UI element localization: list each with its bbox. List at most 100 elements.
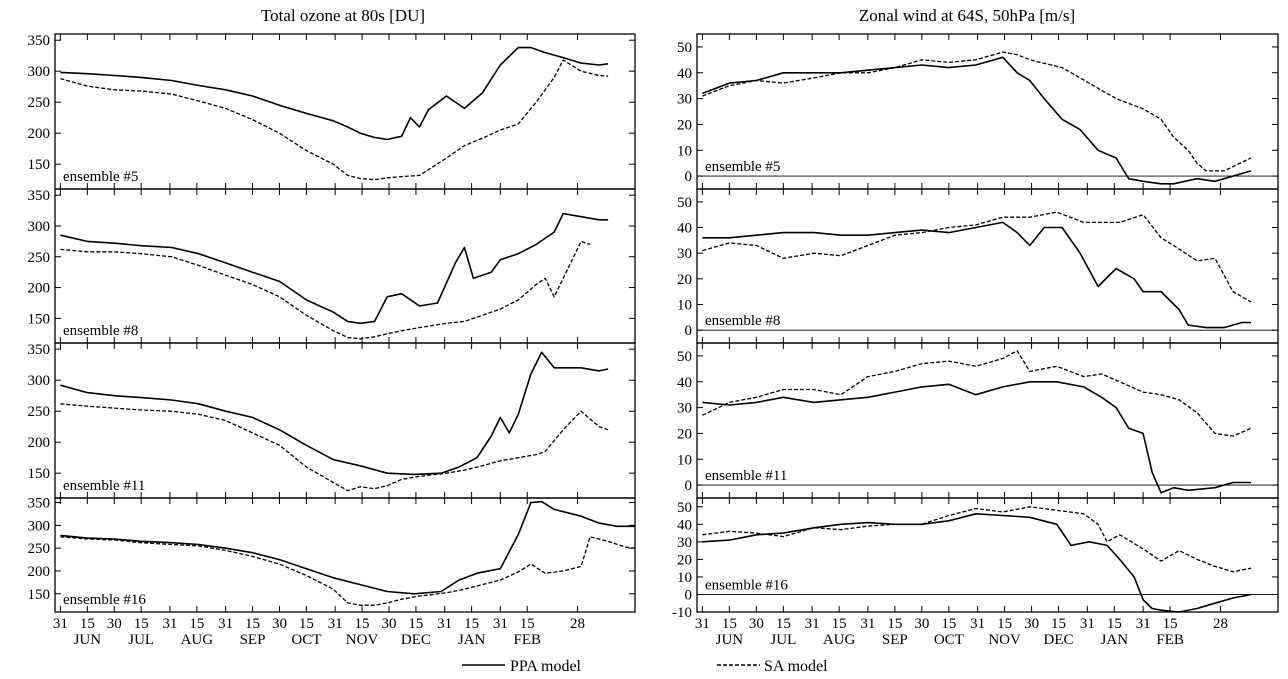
- x-month-label: FEB: [514, 632, 542, 648]
- x-month-label: OCT: [934, 632, 964, 648]
- legend: PPA model SA model: [462, 658, 828, 675]
- left-panel-title: Total ozone at 80s [DU]: [261, 6, 425, 25]
- sa-model-line: [60, 59, 609, 181]
- y-tick-label: 0: [685, 478, 693, 494]
- y-tick-label: 10: [677, 143, 692, 159]
- x-day-label: 15: [245, 616, 260, 632]
- legend-ppa-label: PPA model: [510, 658, 582, 675]
- y-tick-label: 50: [677, 500, 692, 516]
- ensemble-label: ensemble #16: [705, 577, 788, 593]
- x-month-label: AUG: [823, 632, 856, 648]
- x-day-label: 15: [997, 616, 1012, 632]
- x-day-label: 15: [776, 616, 791, 632]
- panel-0-2: 150 200 250 300 350 ensemble #11: [28, 342, 636, 499]
- x-day-label: 15: [941, 616, 956, 632]
- y-tick-label: 20: [677, 272, 692, 288]
- x-day-label: 15: [134, 616, 149, 632]
- panel-frame: [54, 342, 636, 499]
- ppa-model-line: [702, 380, 1251, 494]
- x-month-label: JAN: [458, 632, 486, 648]
- ppa-model-line: [60, 212, 609, 325]
- y-tick-label: 10: [677, 452, 692, 468]
- y-tick-label: 30: [677, 92, 692, 108]
- panel-frame: [696, 33, 1279, 190]
- y-tick-label: 10: [677, 298, 692, 314]
- x-day-label: 31: [162, 616, 177, 632]
- y-tick-label: 20: [677, 552, 692, 568]
- y-tick-label: 20: [677, 117, 692, 133]
- ensemble-label: ensemble #11: [705, 468, 787, 484]
- x-month-label: AUG: [181, 632, 214, 648]
- sa-model-line: [60, 240, 591, 340]
- y-tick-label: 0: [685, 169, 693, 185]
- x-day-label: 30: [749, 616, 764, 632]
- panel-1-1: 0 10 20 30 40 50 ensemble #8: [677, 188, 1279, 344]
- x-day-label: 30: [914, 616, 929, 632]
- x-month-label: JUN: [716, 632, 744, 648]
- x-month-label: DEC: [1044, 632, 1074, 648]
- y-tick-label: 200: [28, 281, 51, 297]
- ensemble-label: ensemble #5: [705, 159, 780, 175]
- x-month-label: FEB: [1156, 632, 1184, 648]
- x-day-label: 31: [805, 616, 820, 632]
- panel-1-2: 0 10 20 30 40 50 ensemble #11: [677, 342, 1279, 499]
- y-tick-label: 300: [28, 518, 51, 534]
- y-tick-label: 30: [677, 246, 692, 262]
- ensemble-label: ensemble #8: [63, 323, 138, 339]
- x-day-label: 15: [80, 616, 95, 632]
- x-day-label: 15: [464, 616, 479, 632]
- sa-model-line: [60, 536, 636, 606]
- sa-model-line: [702, 51, 1252, 172]
- x-day-label: 31: [1080, 616, 1095, 632]
- x-month-label: DEC: [401, 632, 431, 648]
- y-tick-label: 250: [28, 404, 51, 420]
- y-tick-label: 200: [28, 126, 51, 142]
- x-day-label: 15: [408, 616, 423, 632]
- y-tick-label: 40: [677, 66, 692, 82]
- y-tick-label: 150: [28, 157, 51, 173]
- x-day-label: 31: [695, 616, 710, 632]
- x-day-label: 30: [381, 616, 396, 632]
- x-month-label: SEP: [882, 632, 908, 648]
- y-tick-label: 0: [685, 323, 693, 339]
- y-tick-label: 50: [677, 195, 692, 211]
- x-month-label: NOV: [988, 632, 1021, 648]
- y-tick-label: 150: [28, 466, 51, 482]
- sa-model-line: [60, 403, 609, 492]
- x-month-label: OCT: [291, 632, 321, 648]
- x-day-label: 31: [218, 616, 233, 632]
- x-day-label: 15: [722, 616, 737, 632]
- x-day-label: 15: [1163, 616, 1178, 632]
- ensemble-label: ensemble #5: [63, 169, 138, 185]
- panel-0-3: 150 200 250 300 350 ensemble #16 31 15 30 15 31 15 3…: [28, 496, 636, 648]
- panel-frame: [696, 497, 1279, 613]
- y-tick-label: 30: [677, 401, 692, 417]
- y-tick-label: 300: [28, 219, 51, 235]
- x-day-label: 15: [887, 616, 902, 632]
- x-day-label: 15: [832, 616, 847, 632]
- ppa-model-line: [702, 221, 1251, 329]
- y-tick-label: 250: [28, 541, 51, 557]
- y-tick-label: 50: [677, 40, 692, 56]
- sa-model-line: [702, 350, 1252, 437]
- x-month-label: JUL: [770, 632, 796, 648]
- x-month-label: JUN: [74, 632, 102, 648]
- y-tick-label: 40: [677, 221, 692, 237]
- x-day-label: 30: [1024, 616, 1039, 632]
- x-day-label: 30: [107, 616, 122, 632]
- x-month-label: NOV: [346, 632, 379, 648]
- panel-frame: [696, 188, 1279, 344]
- y-tick-label: 350: [28, 188, 51, 204]
- x-day-label: 31: [53, 616, 68, 632]
- ppa-model-line: [60, 46, 609, 141]
- x-day-label: 31: [437, 616, 452, 632]
- x-month-label: JUL: [128, 632, 154, 648]
- legend-sa-label: SA model: [764, 658, 828, 675]
- y-tick-label: 350: [28, 496, 51, 512]
- panel-0-0: 150 200 250 300 350 ensemble #5: [28, 33, 636, 190]
- x-day-label: 31: [860, 616, 875, 632]
- x-day-label: 28: [570, 616, 585, 632]
- x-month-label: SEP: [240, 632, 266, 648]
